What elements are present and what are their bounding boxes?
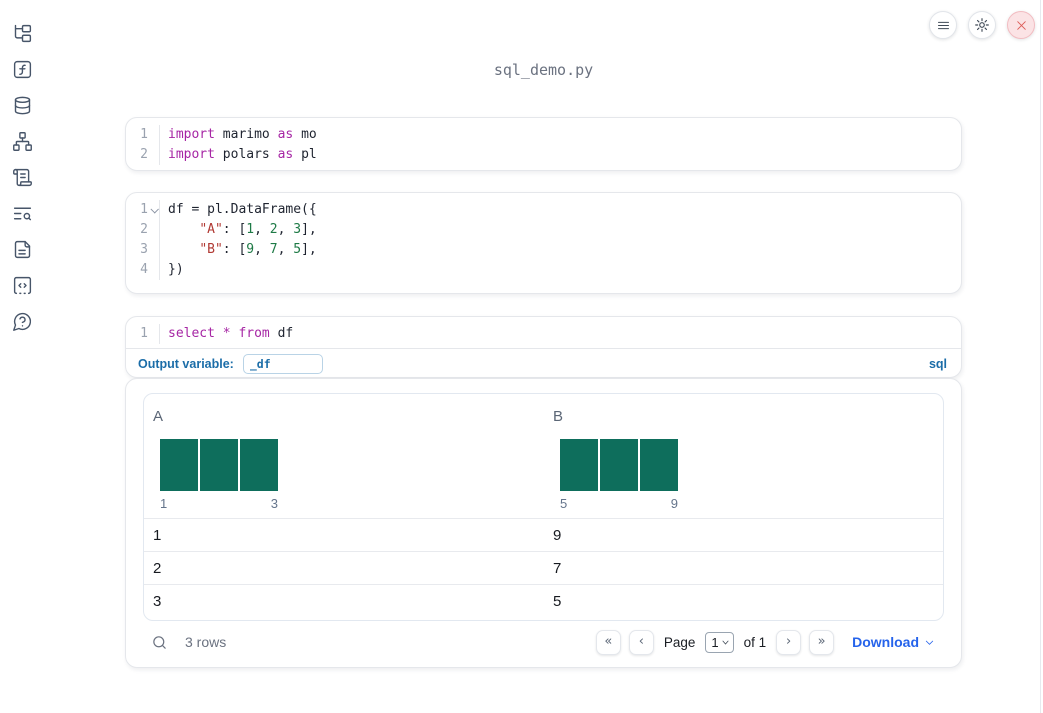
line-number[interactable]: 3 bbox=[126, 240, 159, 260]
datasources-icon[interactable] bbox=[11, 94, 33, 116]
code-line[interactable]: select * from df bbox=[168, 326, 294, 341]
code-line[interactable]: import marimo as mo bbox=[168, 127, 317, 142]
previous-page-button[interactable]: ‹ bbox=[628, 629, 654, 655]
histogram-bar bbox=[240, 439, 278, 491]
histogram-bar bbox=[160, 439, 198, 491]
histogram-min-label: 1 bbox=[160, 496, 168, 511]
fold-spacer bbox=[148, 260, 159, 280]
histogram-axis-labels: 1 3 bbox=[160, 496, 278, 511]
histogram-bar bbox=[560, 439, 598, 491]
menu-button[interactable] bbox=[929, 11, 957, 39]
output-variable-row: Output variable: sql bbox=[126, 349, 961, 377]
histogram-bar bbox=[640, 439, 678, 491]
chevron-down-icon bbox=[722, 640, 729, 645]
dependencies-icon[interactable] bbox=[11, 130, 33, 152]
hamburger-menu-icon bbox=[937, 21, 949, 29]
functions-icon[interactable] bbox=[11, 58, 33, 80]
histogram-axis-labels: 5 9 bbox=[560, 496, 678, 511]
fold-spacer bbox=[148, 145, 159, 165]
column-header-b: B 5 9 bbox=[544, 408, 943, 511]
column-histogram bbox=[560, 439, 943, 491]
column-label[interactable]: A bbox=[153, 408, 164, 425]
code-cell-imports[interactable]: 1 2 import marimo as mo import polars as pl bbox=[125, 117, 962, 171]
table-cell: 2 bbox=[153, 559, 162, 577]
table-footer: 3 rows « ‹ Page 1 of 1 › » Download bbox=[126, 621, 961, 667]
snippets-icon[interactable] bbox=[11, 274, 33, 296]
table-cell: 9 bbox=[553, 526, 562, 544]
documentation-icon[interactable] bbox=[11, 238, 33, 260]
page-select-value: 1 bbox=[711, 634, 719, 650]
line-number[interactable]: 1 bbox=[126, 125, 159, 145]
fold-chevron-icon[interactable] bbox=[148, 200, 159, 220]
table-cell: 3 bbox=[153, 592, 162, 610]
histogram-max-label: 9 bbox=[670, 496, 678, 511]
code-editor[interactable]: 1 2 import marimo as mo import polars as pl bbox=[126, 118, 961, 165]
help-icon[interactable] bbox=[11, 310, 33, 332]
sql-editor[interactable]: 1 select * from df bbox=[126, 317, 961, 349]
helper-panel-sidebar bbox=[0, 0, 44, 713]
column-label[interactable]: B bbox=[553, 408, 564, 425]
table-cell: 1 bbox=[153, 526, 162, 544]
settings-button[interactable] bbox=[968, 11, 996, 39]
fold-spacer bbox=[148, 240, 159, 260]
panel-right-border bbox=[1040, 0, 1041, 713]
file-explorer-icon[interactable] bbox=[11, 22, 33, 44]
table-cell: 5 bbox=[553, 592, 562, 610]
close-icon bbox=[1016, 20, 1026, 30]
next-page-button[interactable]: › bbox=[776, 629, 802, 655]
fold-spacer bbox=[148, 220, 159, 240]
code-cell-dataframe[interactable]: 1 2 3 4 df = pl.DataFrame({ "A": [1, 2, 3], … bbox=[125, 192, 962, 294]
line-number[interactable]: 4 bbox=[126, 260, 159, 280]
row-count: 3 rows bbox=[185, 634, 227, 650]
code-line[interactable]: }) bbox=[168, 262, 184, 277]
last-page-button[interactable]: » bbox=[809, 629, 835, 655]
notebook-title: sql_demo.py bbox=[493, 61, 594, 79]
fold-spacer bbox=[148, 324, 159, 344]
close-button[interactable] bbox=[1007, 11, 1035, 39]
line-number[interactable]: 1 bbox=[126, 324, 159, 344]
line-number[interactable]: 2 bbox=[126, 145, 159, 165]
code-line[interactable]: "B": [9, 7, 5], bbox=[199, 242, 317, 257]
sql-cell[interactable]: 1 select * from df Output variable: sql bbox=[125, 316, 962, 378]
histogram-bar bbox=[600, 439, 638, 491]
language-badge: sql bbox=[928, 356, 947, 371]
page-label: Page bbox=[663, 634, 696, 650]
histogram-max-label: 3 bbox=[270, 496, 278, 511]
notebook-toolbar bbox=[929, 11, 1035, 39]
first-page-button[interactable]: « bbox=[595, 629, 621, 655]
code-line[interactable]: df = pl.DataFrame({ bbox=[168, 202, 317, 217]
line-number[interactable]: 1 bbox=[126, 200, 159, 220]
chevron-down-icon bbox=[925, 640, 934, 645]
histogram-min-label: 5 bbox=[560, 496, 568, 511]
logs-search-icon[interactable] bbox=[11, 202, 33, 224]
table-header: A 1 3 B 5 9 bbox=[144, 394, 943, 511]
code-line[interactable]: "A": [1, 2, 3], bbox=[199, 222, 317, 237]
code-line[interactable]: import polars as pl bbox=[168, 147, 317, 162]
scratchpad-icon[interactable] bbox=[11, 166, 33, 188]
output-variable-input[interactable] bbox=[242, 353, 323, 374]
page-of-label: of 1 bbox=[743, 634, 767, 650]
column-histogram bbox=[160, 439, 544, 491]
table-cell: 7 bbox=[553, 559, 562, 577]
output-variable-label: Output variable: bbox=[138, 356, 234, 371]
histogram-bar bbox=[200, 439, 238, 491]
column-header-a: A 1 3 bbox=[144, 408, 544, 511]
fold-spacer bbox=[148, 125, 159, 145]
download-label: Download bbox=[852, 634, 919, 650]
download-button[interactable]: Download bbox=[852, 634, 935, 650]
page-select[interactable]: 1 bbox=[705, 631, 734, 653]
line-number[interactable]: 2 bbox=[126, 220, 159, 240]
gear-icon bbox=[975, 18, 989, 32]
code-editor[interactable]: 1 2 3 4 df = pl.DataFrame({ "A": [1, 2, 3], … bbox=[126, 193, 961, 280]
search-icon[interactable] bbox=[151, 634, 168, 651]
